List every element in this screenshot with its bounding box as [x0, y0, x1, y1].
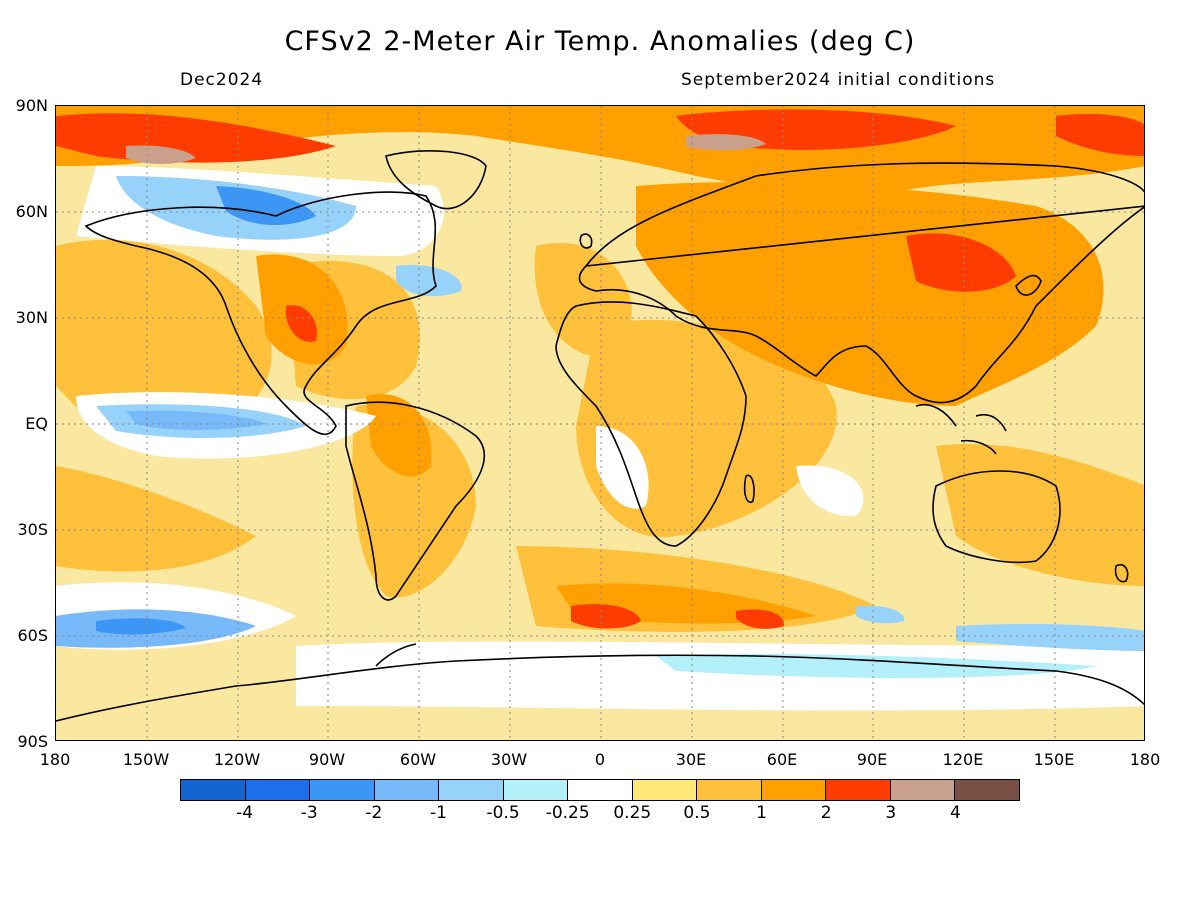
- lon-label: 150E: [1033, 750, 1075, 769]
- lat-label: 60S: [17, 626, 48, 645]
- lon-label: 0: [594, 750, 606, 769]
- lon-label: 30W: [490, 750, 528, 769]
- colorbar-label: -0.25: [545, 803, 590, 823]
- colorbar-swatch: [503, 780, 569, 800]
- lat-label: 90N: [15, 96, 48, 115]
- colorbar-swatch: [181, 780, 246, 800]
- colorbar-label: 0.25: [613, 803, 652, 823]
- forecast-month: Dec2024: [180, 70, 264, 90]
- colorbar-swatch: [310, 780, 375, 800]
- colorbar-label: 0.5: [683, 803, 711, 823]
- colorbar-label: -4: [236, 803, 254, 823]
- lon-label: 60W: [399, 750, 437, 769]
- graticule: [56, 106, 1144, 740]
- colorbar-label: 2: [820, 803, 832, 823]
- lat-label: 90S: [17, 732, 48, 751]
- initial-conditions: September2024 initial conditions: [681, 70, 996, 90]
- map-title: CFSv2 2-Meter Air Temp. Anomalies (deg C…: [284, 26, 916, 57]
- anomaly-map: [55, 105, 1145, 741]
- lon-label: 120E: [942, 750, 984, 769]
- colorbar-swatch: [955, 780, 1019, 800]
- anomaly-field: [56, 106, 1144, 740]
- lon-label: 90E: [856, 750, 888, 769]
- lat-label: 60N: [15, 202, 48, 221]
- colorbar: [180, 779, 1020, 801]
- colorbar-swatch: [761, 780, 827, 800]
- colorbar-label: 1: [756, 803, 767, 823]
- lon-label: 180: [39, 750, 71, 769]
- lat-label: 30S: [17, 520, 48, 539]
- lon-label: 90W: [308, 750, 346, 769]
- colorbar-swatch: [374, 780, 440, 800]
- lon-label: 120W: [213, 750, 261, 769]
- colorbar-label: -2: [365, 803, 383, 823]
- coastlines: [56, 150, 1144, 722]
- lon-label: 150W: [122, 750, 170, 769]
- colorbar-label: -1: [429, 803, 447, 823]
- lon-label: 180: [1129, 750, 1161, 769]
- colorbar-swatch: [697, 780, 762, 800]
- lon-label: 60E: [766, 750, 798, 769]
- colorbar-label: 4: [949, 803, 961, 823]
- colorbar-label: 3: [885, 803, 897, 823]
- colorbar-swatch: [632, 780, 698, 800]
- lon-label: 30E: [675, 750, 707, 769]
- cool-patches: [56, 166, 1144, 711]
- colorbar-label: -3: [300, 803, 318, 823]
- colorbar-swatch: [439, 780, 504, 800]
- extreme-patches: [126, 134, 766, 164]
- colorbar-swatch: [568, 780, 633, 800]
- colorbar-swatch: [245, 780, 311, 800]
- colorbar-swatch: [890, 780, 956, 800]
- colorbar-label: -0.5: [486, 803, 520, 823]
- colorbar-swatch: [826, 780, 891, 800]
- lat-label: EQ: [25, 414, 48, 433]
- lat-label: 30N: [15, 308, 48, 327]
